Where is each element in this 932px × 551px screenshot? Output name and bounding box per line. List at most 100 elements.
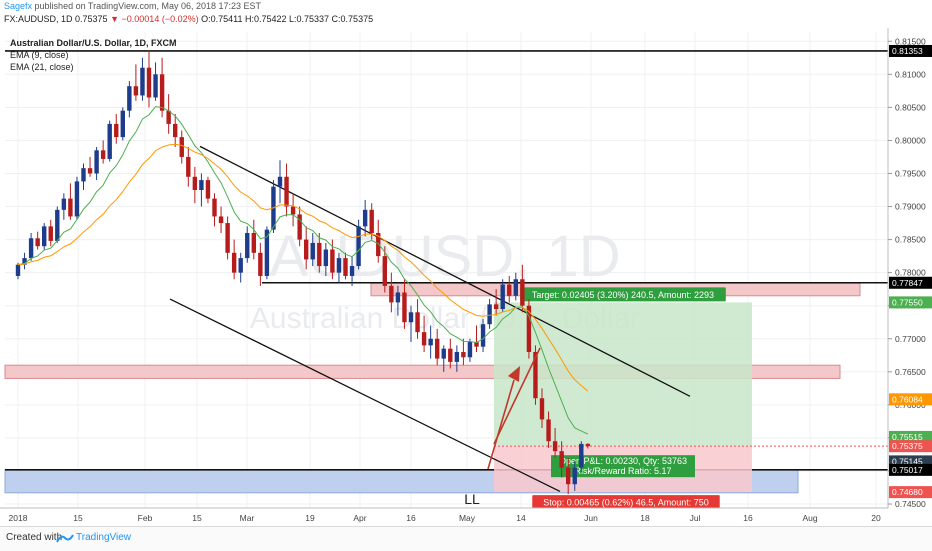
price-tag-bg (889, 276, 932, 289)
candle-body (408, 312, 414, 323)
candle-body (493, 304, 499, 310)
candle-body (526, 305, 532, 352)
candle-body (205, 180, 211, 199)
candle-body (428, 338, 433, 346)
candle-body (120, 110, 125, 138)
candle-body (146, 67, 152, 98)
candle-body (539, 398, 545, 420)
tradingview-brand[interactable]: TradingView (76, 532, 132, 543)
profit-zone (494, 302, 752, 447)
stop-label-bg (532, 495, 720, 510)
candle-body (28, 238, 34, 259)
ema9-line (17, 106, 589, 435)
candle-body (362, 209, 368, 227)
y-tick-label: 0.80500 (895, 102, 926, 112)
x-tick-label: 15 (192, 513, 202, 523)
candle-body (94, 150, 99, 174)
candle-body (507, 284, 512, 296)
legend-ema21[interactable]: EMA (21, close) (10, 62, 74, 72)
arrow-line (493, 347, 541, 445)
candle-body (199, 180, 204, 191)
candle-body (369, 209, 374, 233)
candle-body (42, 226, 47, 247)
x-tick-label: 20 (871, 513, 881, 523)
ema21-line (17, 143, 589, 392)
candle-body (231, 252, 237, 273)
candle-body (546, 419, 551, 442)
stop-label: Stop: 0.00465 (0.62%) 46.5, Amount: 750 (543, 498, 709, 508)
x-tick-label: Mar (240, 513, 255, 523)
author-link[interactable]: Sagefx (4, 1, 33, 11)
candle-body (559, 451, 564, 468)
candle-body (61, 198, 67, 210)
candle-body (290, 206, 296, 215)
candle-body (317, 242, 322, 267)
candle-body (297, 214, 302, 240)
price-tag-bg (889, 44, 932, 57)
price-tag: 0.74680 (892, 487, 923, 497)
candle-body (166, 110, 171, 124)
created-with-text: Created with (6, 532, 63, 543)
candle-body (389, 285, 394, 303)
down-arrow-icon: ▼ (110, 14, 120, 24)
candle-body (480, 324, 486, 347)
candle-body (343, 258, 348, 276)
candle-body (133, 86, 139, 96)
price-tag-bg (889, 486, 932, 499)
candle-body (461, 351, 466, 358)
y-tick-label: 0.74500 (895, 499, 926, 509)
x-tick-label: May (459, 513, 476, 523)
candle-body (251, 232, 256, 253)
tradingview-logo-icon (56, 534, 74, 543)
legend-ema9[interactable]: EMA (9, close) (10, 50, 69, 60)
candle-body (277, 176, 283, 187)
price-tag: 0.75145 (892, 456, 923, 466)
candle-body (225, 223, 230, 253)
price-tag: 0.81353 (892, 46, 923, 56)
candle-body (245, 232, 250, 259)
candle-body (55, 209, 60, 241)
candle-body (395, 292, 401, 303)
price-tag: 0.77847 (892, 278, 923, 288)
channel-upper-line (199, 145, 691, 397)
candle-body (415, 312, 420, 333)
candle-body (382, 256, 387, 286)
candle-body (323, 249, 329, 267)
pnl-label: Open P&L: 0.00230, Qty: 53763 (559, 456, 687, 466)
price-tag: 0.76084 (892, 394, 923, 404)
candle-body (572, 467, 577, 485)
candle-body (258, 252, 263, 276)
candle-body (585, 443, 591, 447)
candle-body (304, 239, 309, 260)
x-tick-label: 16 (743, 513, 753, 523)
target-label: Target: 0.02405 (3.20%) 240.5, Amount: 2… (532, 290, 714, 300)
candle-body (68, 198, 73, 217)
x-tick-label: Feb (138, 513, 153, 523)
y-tick-label: 0.81500 (895, 36, 926, 46)
price-tag-bg (889, 430, 932, 443)
candle-body (153, 74, 158, 98)
candle-body (15, 264, 21, 276)
price-tag: 0.75515 (892, 432, 923, 442)
candle-body (140, 67, 145, 96)
watermark-symbol: AUDUSD, 1D (269, 224, 620, 289)
candle-body (435, 338, 440, 359)
price-tag-bg (889, 393, 932, 406)
candle-body (310, 242, 315, 260)
x-tick-label: 14 (516, 513, 526, 523)
ohlc-values: O:0.75411 H:0.75422 L:0.75337 C:0.75375 (201, 14, 374, 24)
y-tick-label: 0.79000 (895, 202, 926, 212)
candle-body (264, 229, 270, 276)
ll-label: LL (464, 491, 480, 507)
candle-body (48, 226, 53, 241)
price-tag: 0.75017 (892, 465, 923, 475)
candle-body (566, 467, 571, 485)
candle-body (356, 226, 361, 267)
candle-body (74, 181, 80, 217)
candle-body (81, 168, 86, 182)
symbol-label: FX:AUDUSD, 1D (4, 14, 73, 24)
candle-body (192, 176, 198, 191)
candle-body (212, 198, 217, 217)
